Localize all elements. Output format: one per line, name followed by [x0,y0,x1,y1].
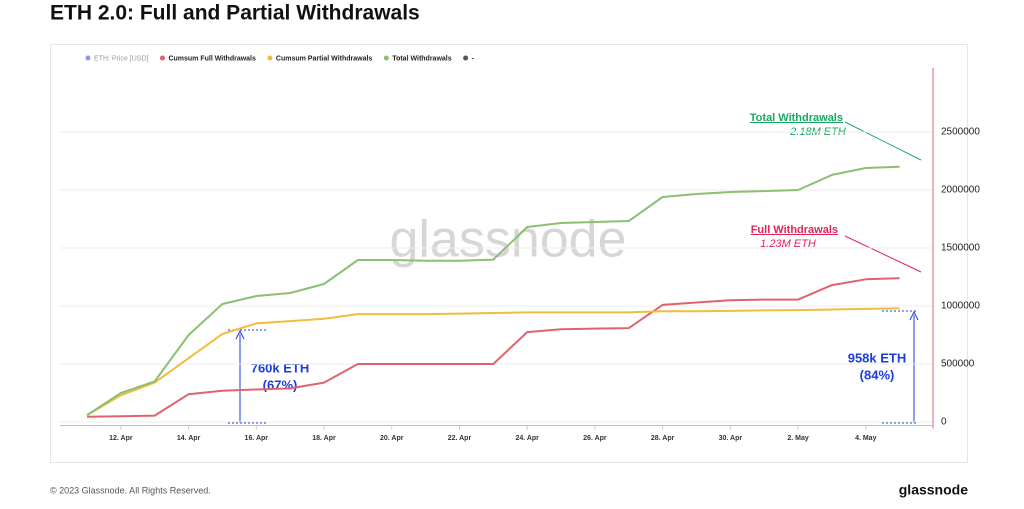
legend-marker [85,55,91,61]
x-tick-label: 14. Apr [177,435,201,442]
x-tick-label: 30. Apr [719,435,743,442]
annotation-line [844,121,922,161]
x-tick-label: 22. Apr [448,435,472,442]
x-tick-label: 18. Apr [312,435,336,442]
chart-title: ETH 2.0: Full and Partial Withdrawals [50,2,420,25]
x-tick-label: 20. Apr [380,435,404,442]
legend-label: ETH: Price [USD] [94,55,149,62]
chart-frame [50,44,968,463]
x-tick-label: 4. May [855,435,877,442]
y-tick-label: 0 [941,417,947,428]
footer: © 2023 Glassnode. All Rights Reserved. [50,485,211,495]
series-line [86,277,900,418]
series-line [86,165,900,416]
annotation: (67%) [263,377,298,392]
x-tick-label: 26. Apr [583,435,607,442]
x-tick-label: 12. Apr [109,435,133,442]
arrow-head [909,310,919,321]
annotation-line [844,235,922,273]
legend-marker [159,55,165,61]
annotation: (84%) [860,367,895,382]
legend-label: Cumsum Partial Withdrawals [276,55,373,62]
x-tick-label: 24. Apr [515,435,539,442]
arrow-head [235,329,245,340]
y-tick-label: 2500000 [941,127,980,138]
legend-marker [463,55,469,61]
legend-marker [267,55,273,61]
x-tick-label: 2. May [787,435,809,442]
watermark: glassnode [389,211,626,269]
y-tick-label: 1500000 [941,243,980,254]
legend-marker [383,55,389,61]
legend-label: Total Withdrawals [392,55,451,62]
y-tick-label: 2000000 [941,185,980,196]
y-tick-label: 1000000 [941,301,980,312]
annotation: 760k ETH [251,360,310,375]
annotation: 958k ETH [848,350,907,365]
logo: glassnode [899,482,968,498]
x-tick-label: 28. Apr [651,435,675,442]
x-tick-label: 16. Apr [245,435,269,442]
annotation: 1.23M ETH [760,238,816,250]
annotation: Total Withdrawals [750,112,843,124]
legend-label: - [472,55,475,62]
annotation: Full Withdrawals [751,224,838,236]
series-line [86,307,900,416]
y-tick-label: 500000 [941,359,975,370]
legend-label: Cumsum Full Withdrawals [168,55,256,62]
